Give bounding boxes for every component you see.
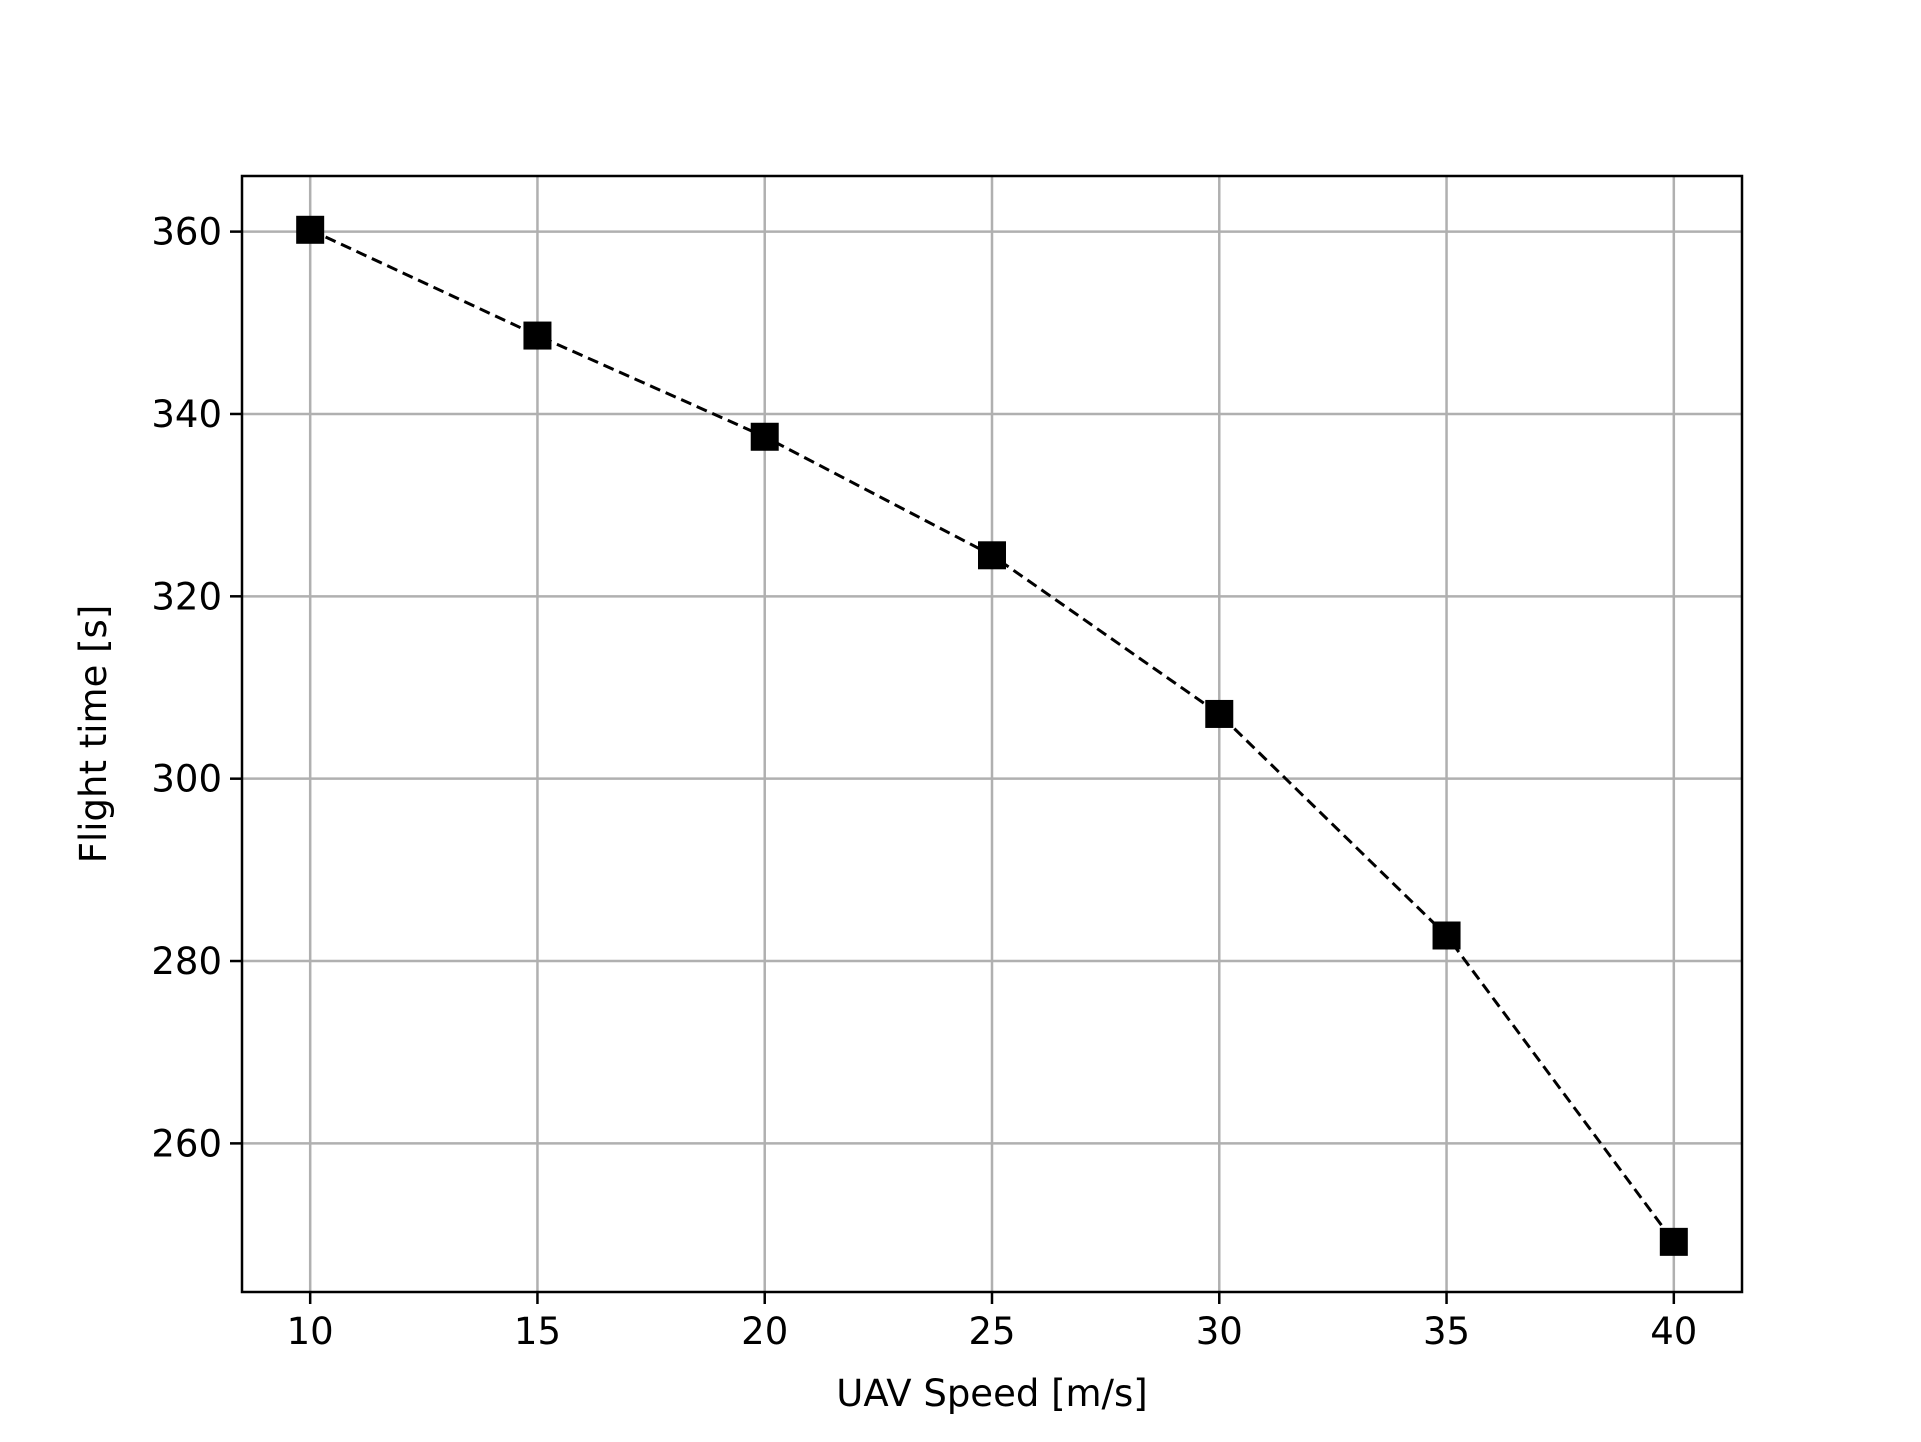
data-point-marker: [1432, 921, 1461, 950]
x-axis-label: UAV Speed [m/s]: [836, 1372, 1148, 1415]
data-point-marker: [523, 321, 552, 350]
y-tick-label: 280: [151, 940, 222, 983]
y-tick-label: 340: [151, 393, 222, 436]
x-tick-label: 10: [287, 1310, 334, 1353]
y-tick-label: 360: [151, 211, 222, 254]
data-point-marker: [296, 215, 325, 244]
y-axis-label: Flight time [s]: [72, 605, 115, 864]
grid-lines: [242, 176, 1742, 1292]
axis-ticks: 10 15 20 25 30 35 40 260 280 300 320 340 360: [151, 211, 1697, 1353]
x-tick-label: 20: [741, 1310, 788, 1353]
data-point-marker: [1659, 1227, 1688, 1256]
x-tick-label: 15: [514, 1310, 561, 1353]
x-tick-label: 30: [1196, 1310, 1243, 1353]
data-point-marker: [1205, 699, 1234, 728]
data-point-marker: [978, 541, 1006, 570]
series-layer: [296, 215, 1688, 1256]
data-point-marker: [750, 422, 779, 451]
x-tick-label: 25: [968, 1310, 1015, 1353]
x-tick-label: 40: [1650, 1310, 1697, 1353]
y-tick-label: 260: [151, 1122, 222, 1165]
y-tick-label: 320: [151, 575, 222, 618]
y-tick-label: 300: [151, 758, 222, 801]
x-tick-label: 35: [1423, 1310, 1470, 1353]
